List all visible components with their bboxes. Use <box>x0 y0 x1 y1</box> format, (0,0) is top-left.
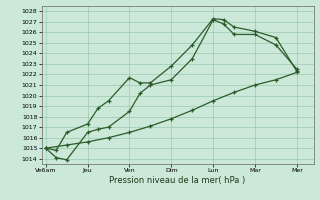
X-axis label: Pression niveau de la mer( hPa ): Pression niveau de la mer( hPa ) <box>109 176 246 185</box>
